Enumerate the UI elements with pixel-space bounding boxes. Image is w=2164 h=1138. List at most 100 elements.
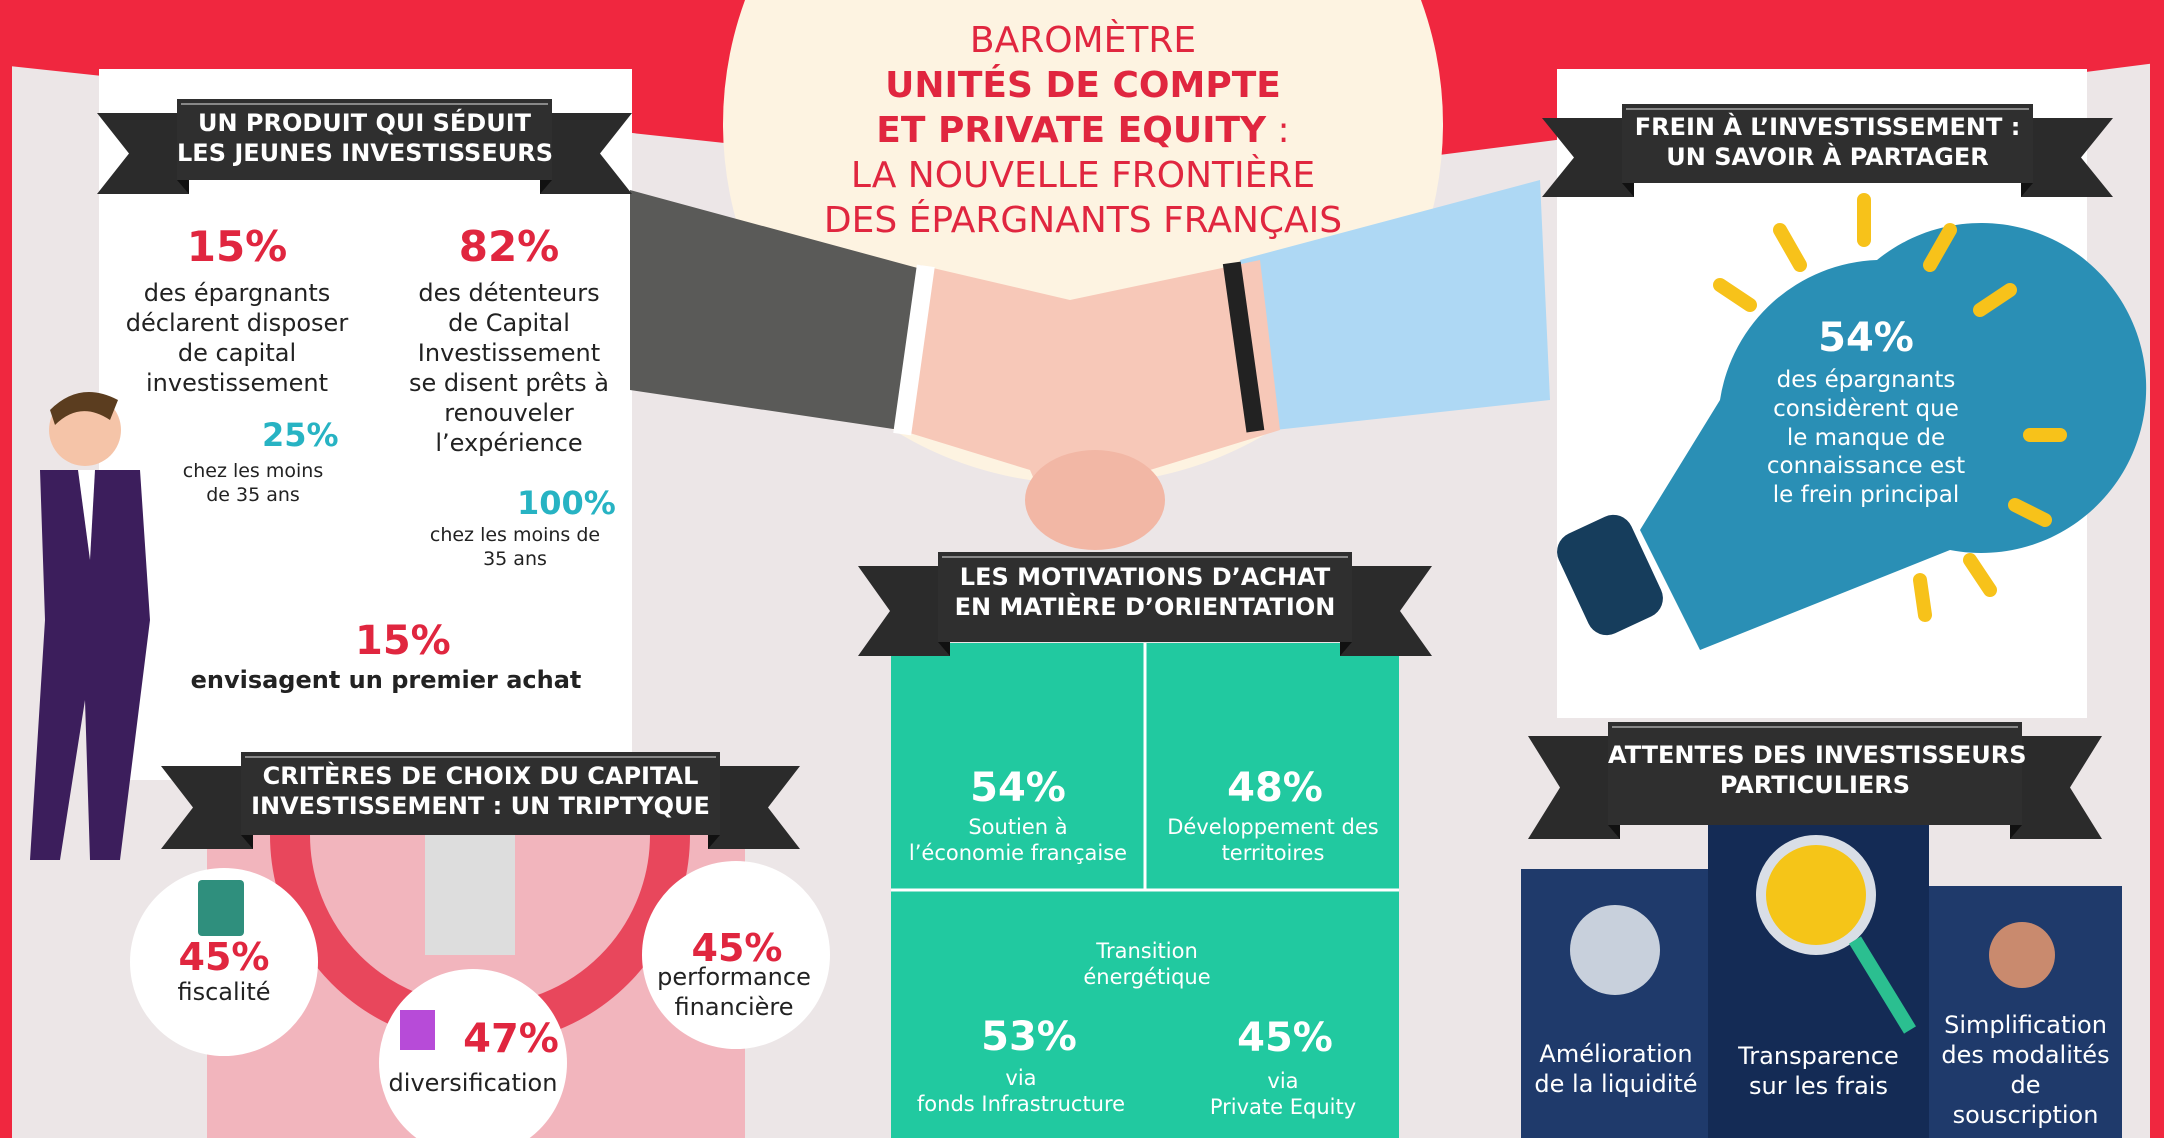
stat-value: 47% xyxy=(441,1016,581,1062)
text-line: des épargnants xyxy=(1736,366,1996,395)
stat-value: 54% xyxy=(1766,315,1966,361)
text-line: via xyxy=(896,1065,1146,1091)
title-line: ET PRIVATE EQUITY xyxy=(876,110,1266,151)
text-line: LES MOTIVATIONS D’ACHAT xyxy=(938,562,1352,592)
ribbon xyxy=(1626,108,2029,110)
stat-text: envisagent un premier achat xyxy=(186,665,586,695)
text-line: des détenteurs xyxy=(379,278,639,308)
ribbon xyxy=(161,766,253,849)
text-line: UN PRODUIT QUI SÉDUIT xyxy=(177,108,552,138)
ribbon xyxy=(2021,118,2113,197)
subtitle-line: LA NOUVELLE FRONTIÈRE xyxy=(700,153,1466,198)
stat-value: 45% xyxy=(144,935,304,979)
text-line: Développement des xyxy=(1148,814,1398,840)
text-line: chez les moins de xyxy=(405,524,625,548)
text-line: financière xyxy=(634,992,834,1022)
title-line: UNITÉS DE COMPTE xyxy=(700,63,1466,108)
text-line: Transparence xyxy=(1708,1041,1929,1071)
text-line: LES JEUNES INVESTISSEURS xyxy=(177,138,552,168)
text-line: Soutien à xyxy=(893,814,1143,840)
sub-text: chez les moins de35 ans xyxy=(405,524,625,572)
text-line: investissement xyxy=(107,368,367,398)
text-line: considèrent que xyxy=(1736,395,1996,424)
ribbon xyxy=(1612,726,2018,728)
stat-value: 53% xyxy=(929,1014,1129,1060)
section-title: FREIN À L’INVESTISSEMENT :UN SAVOIR À PA… xyxy=(1622,112,2033,172)
text-line: de 35 ans xyxy=(153,484,353,508)
text-line: déclarent disposer xyxy=(107,308,367,338)
sub-value: 25% xyxy=(262,416,342,454)
text-line: UN SAVOIR À PARTAGER xyxy=(1622,142,2033,172)
sub-value: 100% xyxy=(517,484,617,522)
text-line: fiscalité xyxy=(144,977,304,1007)
text-line: sur les frais xyxy=(1708,1071,1929,1101)
text-line: INVESTISSEMENT : UN TRIPTYQUE xyxy=(241,791,720,821)
stat-value: 45% xyxy=(1185,1015,1385,1061)
text-line: énergétique xyxy=(1047,964,1247,990)
ribbon xyxy=(1340,566,1432,656)
text-line: souscription xyxy=(1929,1100,2122,1130)
ribbon xyxy=(181,103,548,105)
text-line: PARTICULIERS xyxy=(1608,770,2022,800)
text-line: EN MATIÈRE D’ORIENTATION xyxy=(938,592,1352,622)
text-line: l’économie française xyxy=(893,840,1143,866)
text-line: chez les moins xyxy=(153,460,353,484)
text-line: ATTENTES DES INVESTISSEURS xyxy=(1608,740,2022,770)
text-line: le frein principal xyxy=(1736,481,1996,510)
subtitle-line: DES ÉPARGNANTS FRANÇAIS xyxy=(700,198,1466,243)
text-line: Amélioration xyxy=(1521,1039,1711,1069)
text-line: CRITÈRES DE CHOIX DU CAPITAL xyxy=(241,761,720,791)
ribbon xyxy=(708,766,800,849)
stat-label: diversification xyxy=(373,1068,573,1098)
text-line: des modalités xyxy=(1929,1040,2122,1070)
kicker: BAROMÈTRE xyxy=(700,18,1466,63)
text-line: via xyxy=(1158,1068,1408,1094)
text-line: le manque de xyxy=(1736,424,1996,453)
text-line: Simplification xyxy=(1929,1010,2122,1040)
text-line: de xyxy=(1929,1070,2122,1100)
text-line: de la liquidité xyxy=(1521,1069,1711,1099)
text-line: 35 ans xyxy=(405,548,625,572)
stat-value: 15% xyxy=(355,618,455,664)
header: BAROMÈTRE UNITÉS DE COMPTE ET PRIVATE EQ… xyxy=(700,18,1466,243)
text-line: se disent prêts à xyxy=(379,368,639,398)
text-line: connaissance est xyxy=(1736,452,1996,481)
stat-value: 15% xyxy=(137,222,337,271)
text-line: fonds Infrastructure xyxy=(896,1091,1146,1117)
text-line: Transition xyxy=(1047,938,1247,964)
stat-label: fiscalité xyxy=(144,977,304,1007)
ribbon xyxy=(942,556,1348,558)
ribbon xyxy=(1528,736,1620,839)
text-line: l’expérience xyxy=(379,428,639,458)
text-line: de Capital xyxy=(379,308,639,338)
ribbon xyxy=(1542,118,1634,197)
text-line: territoires xyxy=(1148,840,1398,866)
stat-value: 48% xyxy=(1175,765,1375,811)
stat-value: 54% xyxy=(918,765,1118,811)
text-line: Investissement xyxy=(379,338,639,368)
text-line: des épargnants xyxy=(107,278,367,308)
text-line: de capital xyxy=(107,338,367,368)
text-line: performance xyxy=(634,962,834,992)
text-line: renouveler xyxy=(379,398,639,428)
ribbon xyxy=(245,756,716,758)
ribbon xyxy=(858,566,950,656)
stat-value: 82% xyxy=(409,222,609,271)
text-line: Private Equity xyxy=(1158,1094,1408,1120)
